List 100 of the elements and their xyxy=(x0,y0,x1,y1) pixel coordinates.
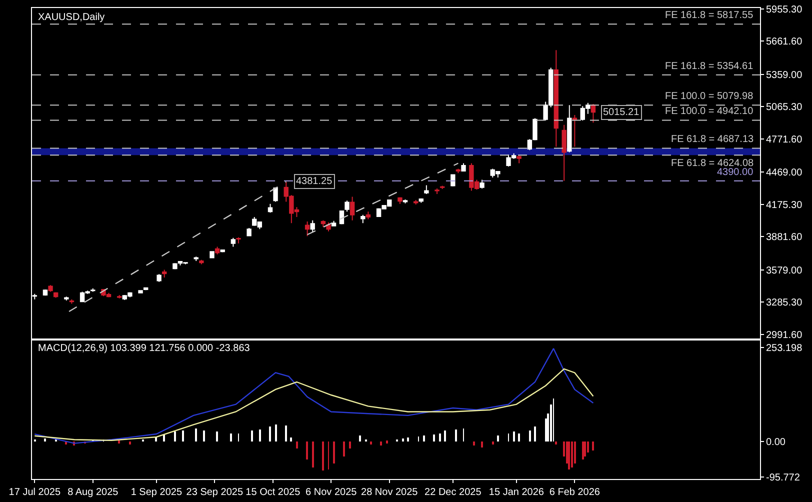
bar xyxy=(296,442,298,449)
candlestick xyxy=(554,50,559,148)
y-tick-label: 253.198 xyxy=(766,342,803,354)
bar xyxy=(322,442,324,471)
candlestick xyxy=(516,155,522,164)
bar xyxy=(349,442,351,449)
bar xyxy=(259,430,261,442)
x-tick-label: 15 Oct 2025 xyxy=(246,487,301,498)
candlestick xyxy=(456,168,461,174)
candlestick xyxy=(138,290,143,294)
bar xyxy=(275,424,277,442)
candlestick xyxy=(344,200,350,212)
candlestick xyxy=(562,124,566,182)
bar xyxy=(455,430,457,442)
x-tick-label: 1 Sep 2025 xyxy=(130,487,182,498)
bar xyxy=(118,440,120,444)
x-tick-label: 28 Nov 2025 xyxy=(361,487,418,498)
y-tick-label: 4469.00 xyxy=(766,168,803,179)
candlestick xyxy=(414,200,418,205)
bar xyxy=(306,442,308,460)
candlestick xyxy=(69,298,74,304)
y-tick-label: -95.772 xyxy=(766,472,800,484)
x-tick-label: 22 Dec 2025 xyxy=(424,487,482,498)
candlestick xyxy=(434,188,440,194)
candlestick xyxy=(310,220,315,233)
chart-title: XAUUSD,Daily xyxy=(38,12,105,23)
bar xyxy=(230,434,232,442)
bar xyxy=(592,442,594,451)
y-tick-label: 3881.60 xyxy=(766,232,803,244)
bar xyxy=(312,442,314,468)
annotation: 4381.25 xyxy=(296,176,333,187)
bar xyxy=(492,442,494,445)
candlestick xyxy=(210,250,214,259)
bar xyxy=(290,438,292,442)
bar xyxy=(174,432,176,442)
candlestick xyxy=(320,220,326,228)
bar xyxy=(568,442,570,470)
bar xyxy=(269,426,271,442)
candlestick xyxy=(199,259,204,265)
ref-line-label: FE 61.8 = 4624.08 xyxy=(671,158,754,169)
y-tick-label: 4175.30 xyxy=(766,200,803,211)
bar xyxy=(251,430,253,442)
candlestick xyxy=(572,114,578,148)
candlestick xyxy=(304,220,310,237)
candlestick xyxy=(402,198,408,204)
bar xyxy=(195,428,197,442)
candlestick xyxy=(461,162,466,172)
candlestick xyxy=(590,103,596,124)
bar xyxy=(513,432,515,442)
bar xyxy=(587,442,589,453)
bar xyxy=(343,442,345,457)
bar xyxy=(423,436,425,442)
ref-line-label: FE 100.0 = 5079.98 xyxy=(665,91,754,102)
bar xyxy=(182,430,184,442)
candlestick xyxy=(567,104,572,153)
candlestick xyxy=(480,179,484,190)
ref-line-label: FE 161.8 = 5817.55 xyxy=(665,10,754,21)
candlestick xyxy=(398,196,402,204)
candlestick xyxy=(246,228,252,237)
bar xyxy=(497,436,499,442)
bar xyxy=(444,430,446,442)
bar xyxy=(481,442,483,448)
bar xyxy=(370,442,372,445)
bar xyxy=(333,442,335,464)
candlestick xyxy=(194,256,198,262)
bar xyxy=(582,442,584,460)
candlestick xyxy=(366,211,371,220)
y-tick-label: 5065.30 xyxy=(766,102,803,114)
bar xyxy=(402,438,404,442)
candlestick xyxy=(156,274,162,282)
bar xyxy=(439,434,441,442)
candlestick xyxy=(236,236,241,244)
y-tick-label: 3579.00 xyxy=(766,265,803,276)
candlestick xyxy=(450,174,456,187)
y-tick-label: 5661.60 xyxy=(766,36,803,48)
ref-line-label: FE 61.8 = 4687.13 xyxy=(671,134,754,145)
ref-line-label: FE 161.8 = 5354.61 xyxy=(665,61,754,72)
bar xyxy=(473,442,475,446)
bar xyxy=(518,434,520,442)
bar xyxy=(359,436,361,442)
bar xyxy=(216,432,218,442)
line-series xyxy=(34,368,594,441)
bar xyxy=(386,440,388,444)
candlestick xyxy=(424,184,429,194)
x-tick-label: 6 Feb 2026 xyxy=(549,487,600,498)
candlestick xyxy=(230,237,236,248)
bar xyxy=(380,442,382,446)
candlestick xyxy=(42,289,48,296)
x-tick-label: 17 Jul 2025 xyxy=(8,487,61,498)
candlestick xyxy=(331,220,336,227)
candlestick xyxy=(117,294,122,299)
candlestick xyxy=(48,284,53,292)
y-tick-label: 3285.30 xyxy=(766,298,803,309)
y-tick-label: 5359.00 xyxy=(766,70,803,81)
bar xyxy=(529,430,531,442)
y-tick-label: 0.00 xyxy=(766,436,786,448)
y-tick-label: 5955.30 xyxy=(766,4,803,16)
candlestick xyxy=(214,246,220,255)
candlestick xyxy=(268,203,273,214)
annotation: 5015.21 xyxy=(603,107,640,118)
